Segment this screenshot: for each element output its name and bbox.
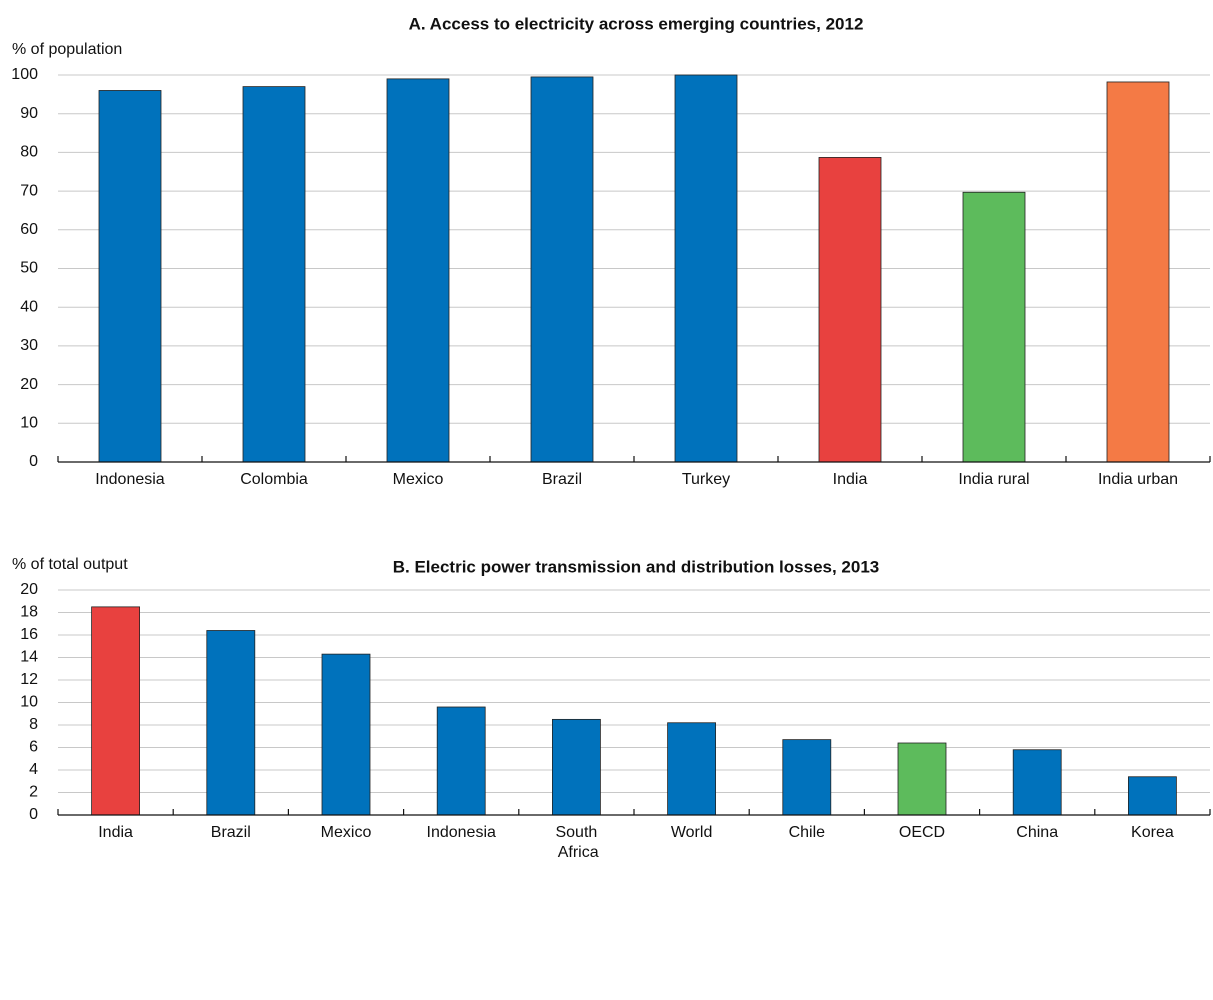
y-tick-label: 16 [20,626,38,643]
y-tick-label: 14 [20,649,38,666]
x-tick-label: India rural [958,471,1029,488]
y-tick-label: 40 [20,298,38,315]
x-tick-label: Indonesia [427,824,496,841]
x-tick-label: Mexico [321,824,372,841]
x-tick-label: OECD [899,824,945,841]
y-tick-label: 20 [20,376,38,393]
bar [552,718,601,816]
chart-title: B. Electric power transmission and distr… [393,557,880,576]
y-tick-label: 0 [29,806,38,823]
x-tick-label: Chile [789,824,826,841]
y-tick-label: 80 [20,144,38,161]
y-tick-label: 10 [20,694,38,711]
y-tick-label: 6 [29,739,38,756]
y-tick-label: 2 [29,784,38,801]
y-tick-label: 100 [11,66,38,83]
x-tick-label: Brazil [542,471,582,488]
bar [242,86,306,463]
bar [98,90,162,463]
bar [1128,776,1177,816]
x-tick-label: Indonesia [95,471,164,488]
bar [818,157,882,463]
y-tick-label: 90 [20,105,38,122]
y-tick-label: 30 [20,337,38,354]
y-tick-label: 20 [20,581,38,598]
x-tick-label: Mexico [393,471,444,488]
x-tick-label: India [833,471,868,488]
y-tick-label: 8 [29,716,38,733]
x-tick-label: India [98,824,133,841]
y-tick-label: 12 [20,671,38,688]
x-tick-label: Brazil [211,824,251,841]
bar [386,78,450,463]
y-tick-label: 60 [20,221,38,238]
bar [962,191,1026,463]
bar [321,653,371,816]
bar [782,739,832,816]
x-tick-label: India urban [1098,471,1178,488]
y-axis-label: % of total output [12,556,128,573]
bar [206,630,256,816]
bar [91,606,140,816]
bar [1106,81,1170,463]
bar [897,742,947,816]
y-tick-label: 4 [29,761,38,778]
chart-title: A. Access to electricity across emerging… [409,14,864,33]
x-tick-label: China [1016,824,1058,841]
bar [530,76,594,463]
x-tick-label: Korea [1131,824,1174,841]
x-tick-label: Colombia [240,471,308,488]
bar [436,706,486,816]
y-tick-label: 70 [20,182,38,199]
x-tick-label: World [671,824,713,841]
y-tick-label: 18 [20,604,38,621]
bar [1012,749,1062,816]
x-tick-label: South Africa [554,824,599,861]
x-tick-label: Turkey [682,471,730,488]
y-axis-label: % of population [12,41,122,58]
bar [674,74,738,463]
y-tick-label: 50 [20,260,38,277]
y-tick-label: 0 [29,453,38,470]
y-tick-label: 10 [20,415,38,432]
bar [667,722,716,816]
